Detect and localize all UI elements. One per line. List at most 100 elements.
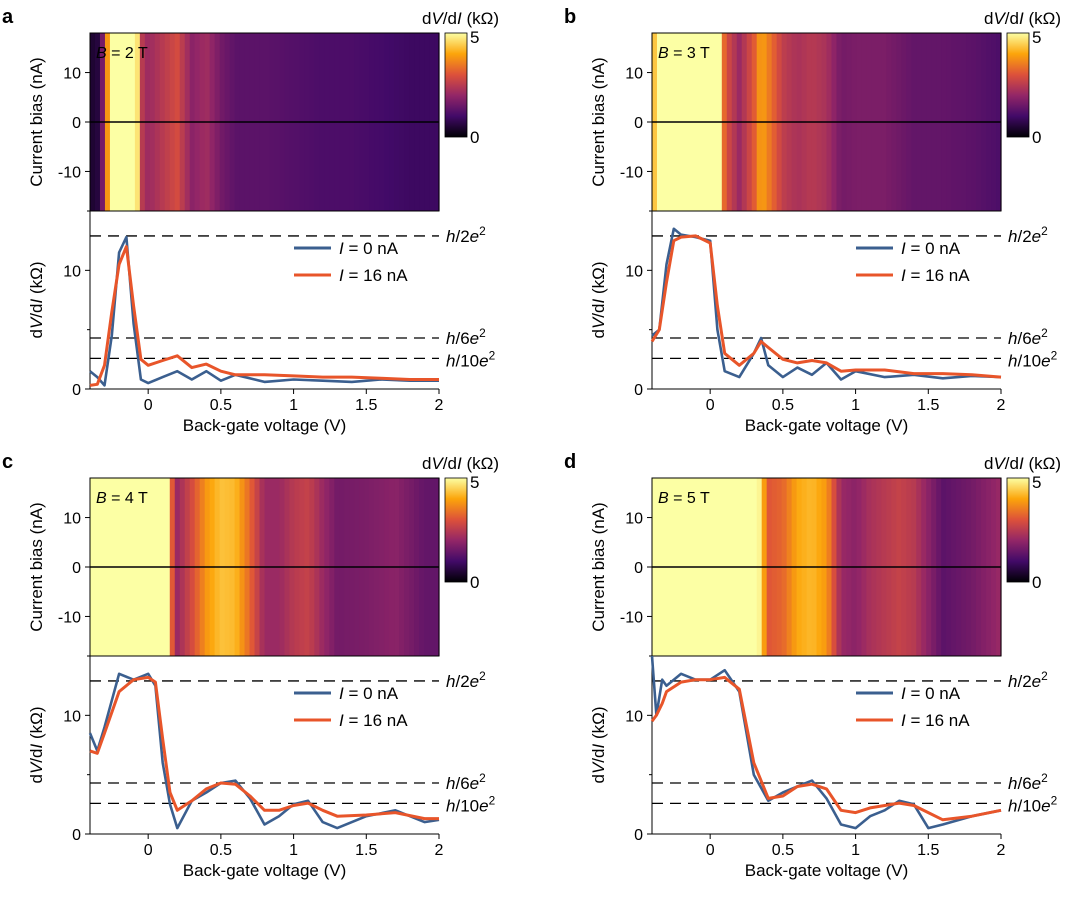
reference-label: h/10e2 [446,793,496,815]
line-xtick-label: 1.5 [355,397,377,414]
panel-d: B = 5 T 10 0 -10 Current bias (nA) 5 0 dV/dI (k… [564,451,1061,880]
reference-label: h/10e2 [1008,793,1058,815]
colorbar-label: dV/dI (kΩ) [422,454,499,473]
line-xtick-label: 2 [435,397,444,414]
series-line [651,227,1002,381]
series-line [89,235,439,387]
field-label: B = 3 T [658,45,710,62]
line-xtick-label: 0.5 [772,842,794,859]
heatmap-ytick-label: 0 [72,560,81,577]
legend-label: I = 0 nA [901,239,961,258]
line-xtick-label: 1 [851,397,860,414]
reference-label: h/2e2 [446,224,486,246]
line-xtick-label: 1.5 [355,842,377,859]
colorbar-tick-label: 5 [470,28,479,47]
reference-label: h/6e2 [1008,326,1048,348]
heatmap-ytick-label: 0 [634,560,643,577]
field-label: B = 5 T [658,490,710,507]
heatmap-ytick-label: -10 [58,164,81,181]
panel-label: c [2,451,13,473]
line-xtick-label: 1 [851,842,860,859]
legend-label: I = 16 nA [901,266,970,285]
line-ytick-label: 0 [634,827,643,844]
line-xtick-label: 0 [144,842,153,859]
line-ytick-label: 0 [72,382,81,399]
line-xtick-label: 0.5 [210,397,232,414]
heatmap-ylabel: Current bias (nA) [27,57,46,186]
colorbar [1006,477,1030,583]
line-xtick-label: 0.5 [210,842,232,859]
field-label: B = 2 T [96,45,148,62]
xlabel: Back-gate voltage (V) [745,416,908,435]
line-ylabel: dV/dI (kΩ) [27,706,46,783]
colorbar [444,477,468,583]
panel-label: b [564,6,576,28]
heatmap [651,477,1002,657]
heatmap-ytick-label: -10 [620,164,643,181]
heatmap-ytick-label: -10 [58,609,81,626]
line-ylabel: dV/dI (kΩ) [589,706,608,783]
heatmap-ylabel: Current bias (nA) [589,502,608,631]
heatmap-ytick-label: 0 [72,115,81,132]
colorbar [444,32,468,138]
series-line [650,234,1002,379]
heatmap [651,32,1002,212]
legend-label: I = 0 nA [901,684,961,703]
series-line [650,675,1002,822]
line-xtick-label: 2 [997,842,1006,859]
heatmap-ytick-label: 10 [63,511,81,528]
legend-label: I = 16 nA [339,711,408,730]
heatmap [89,32,440,212]
colorbar-tick-label: 0 [470,573,479,592]
panel-label: a [2,6,14,28]
legend-label: I = 16 nA [901,711,970,730]
line-ytick-label: 10 [63,263,81,280]
heatmap-ylabel: Current bias (nA) [589,57,608,186]
colorbar-label: dV/dI (kΩ) [422,9,499,28]
legend-label: I = 0 nA [339,239,399,258]
reference-label: h/10e2 [1008,348,1058,370]
colorbar [1006,32,1030,138]
panel-label: d [564,451,576,473]
colorbar-label: dV/dI (kΩ) [984,9,1061,28]
line-ylabel: dV/dI (kΩ) [27,261,46,338]
heatmap-ytick-label: 10 [63,66,81,83]
heatmap-ytick-label: 10 [625,511,643,528]
legend-label: I = 0 nA [339,684,399,703]
reference-label: h/6e2 [1008,771,1048,793]
colorbar-tick-label: 5 [1032,28,1041,47]
line-xtick-label: 1.5 [917,397,939,414]
line-ytick-label: 0 [72,827,81,844]
heatmap-ytick-label: 10 [625,66,643,83]
colorbar-tick-label: 0 [470,128,479,147]
reference-label: h/10e2 [446,348,496,370]
series-line [89,245,439,387]
heatmap-ytick-label: -10 [620,609,643,626]
colorbar-label: dV/dI (kΩ) [984,454,1061,473]
line-xtick-label: 0.5 [772,397,794,414]
line-plot: 0 10 dV/dI (kΩ) 0 0.5 1 1.5 2 Back-gate voltage … [589,210,1058,435]
line-ytick-label: 10 [625,708,643,725]
line-ylabel: dV/dI (kΩ) [589,261,608,338]
line-xtick-label: 0 [144,397,153,414]
reference-label: h/6e2 [446,326,486,348]
heatmap [89,477,440,657]
line-plot: 0 10 dV/dI (kΩ) 0 0.5 1 1.5 2 Back-gate voltage … [589,655,1058,880]
legend-label: I = 16 nA [339,266,408,285]
line-plot: 0 10 dV/dI (kΩ) 0 0.5 1 1.5 2 Back-gate voltage … [27,655,496,880]
line-plot: 0 10 dV/dI (kΩ) 0 0.5 1 1.5 2 Back-gate voltage … [27,210,496,435]
field-label: B = 4 T [96,490,148,507]
line-ytick-label: 10 [63,708,81,725]
reference-label: h/6e2 [446,771,486,793]
line-xtick-label: 2 [435,842,444,859]
xlabel: Back-gate voltage (V) [745,861,908,880]
xlabel: Back-gate voltage (V) [183,861,346,880]
colorbar-tick-label: 5 [1032,473,1041,492]
line-xtick-label: 1 [289,397,298,414]
xlabel: Back-gate voltage (V) [183,416,346,435]
colorbar-tick-label: 0 [1032,128,1041,147]
series-line [650,655,1002,830]
